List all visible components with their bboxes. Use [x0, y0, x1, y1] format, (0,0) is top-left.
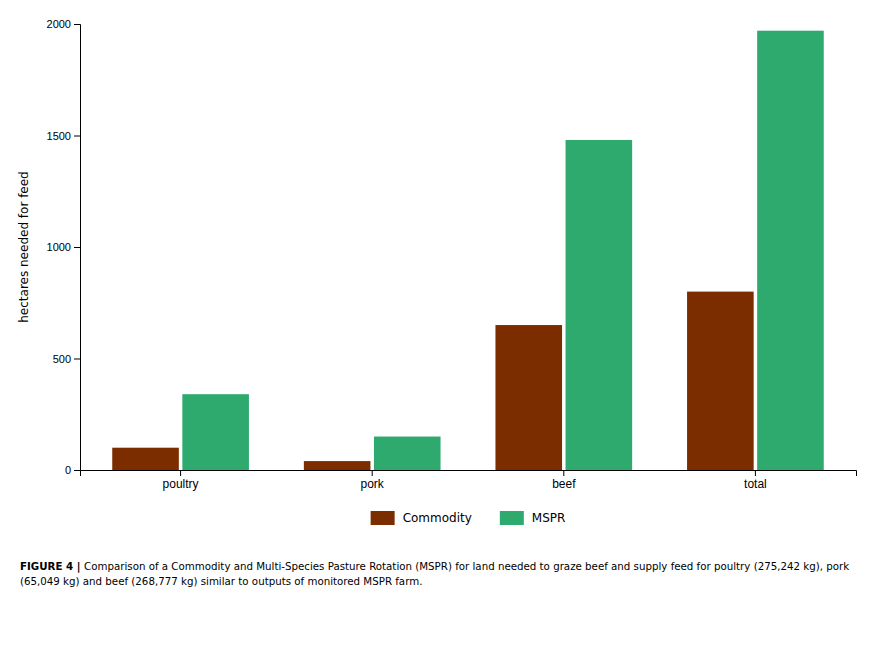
x-tick: pork — [361, 470, 385, 491]
bar — [374, 437, 441, 470]
chart: 0 500 1000 1500 2000 poultry pork beef total hect… — [0, 0, 886, 669]
plot: 0 500 1000 1500 2000 poultry pork beef total — [47, 18, 857, 491]
x-tick-mark — [180, 470, 181, 476]
bar — [757, 31, 824, 470]
x-tick-label: beef — [552, 477, 576, 491]
x-tick-label: pork — [361, 477, 385, 491]
bar — [304, 461, 371, 470]
legend-label: MSPR — [532, 511, 566, 525]
x-tick: total — [744, 470, 767, 491]
caption-text: (65,049 kg) and beef (268,777 kg) simila… — [20, 575, 422, 587]
legend-item: MSPR — [500, 511, 566, 525]
x-tick-mark — [372, 470, 373, 476]
y-tick-mark — [74, 359, 80, 360]
x-axis: poultry pork beef total — [81, 470, 857, 491]
x-axis-line — [81, 471, 857, 477]
legend-swatch — [500, 511, 524, 525]
y-tick-mark — [74, 247, 80, 248]
caption-label: FIGURE 4 | — [20, 560, 80, 573]
y-tick: 0 — [65, 464, 80, 476]
y-tick: 500 — [53, 353, 80, 365]
bar — [495, 325, 562, 470]
bar — [112, 448, 179, 470]
y-tick: 1000 — [47, 241, 80, 253]
x-tick: beef — [552, 470, 576, 491]
caption: FIGURE 4 | Comparison of a Commodity and … — [20, 560, 849, 587]
y-tick-label: 1000 — [47, 241, 71, 253]
y-axis-title: hectares needed for feed — [17, 171, 31, 323]
legend-swatch — [371, 511, 395, 525]
bar — [182, 394, 249, 470]
x-tick: poultry — [163, 470, 199, 491]
x-tick-mark — [563, 470, 564, 476]
y-tick-label: 1500 — [47, 130, 71, 142]
bar — [687, 292, 754, 470]
x-tick-label: poultry — [163, 477, 199, 491]
caption-text: Comparison of a Commodity and Multi-Spec… — [84, 560, 849, 572]
y-tick-mark — [74, 24, 80, 25]
y-tick-mark — [74, 470, 80, 471]
y-tick-label: 2000 — [47, 18, 71, 30]
y-tick: 1500 — [47, 130, 80, 142]
y-tick-label: 500 — [53, 353, 71, 365]
legend: Commodity MSPR — [371, 511, 566, 525]
bar-series — [182, 31, 823, 470]
x-tick-label: total — [744, 477, 767, 491]
bars — [112, 31, 824, 470]
y-tick-label: 0 — [65, 464, 71, 476]
legend-label: Commodity — [403, 511, 472, 525]
legend-item: Commodity — [371, 511, 472, 525]
y-axis: 0 500 1000 1500 2000 — [47, 18, 81, 476]
bar — [566, 140, 633, 470]
y-axis-line — [74, 25, 81, 471]
y-tick-mark — [74, 136, 80, 137]
x-tick-mark — [755, 470, 756, 476]
y-tick: 2000 — [47, 18, 80, 30]
bar-series — [112, 292, 753, 470]
